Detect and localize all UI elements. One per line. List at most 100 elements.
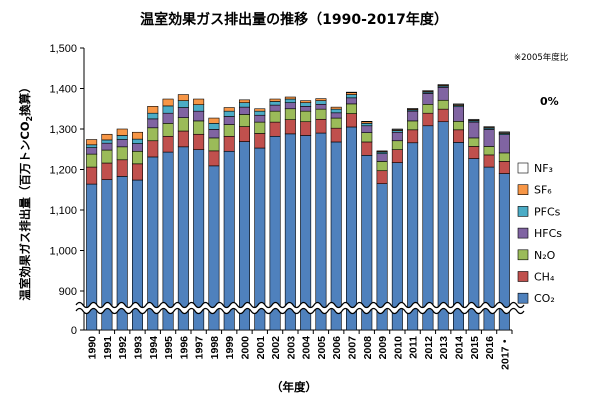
bar-segment-CH₄ (330, 127, 342, 143)
bar-segment-N₂O (498, 152, 510, 162)
svg-text:温室効果ガス排出量（百万トンCO2換算）: 温室効果ガス排出量（百万トンCO2換算） (18, 81, 34, 300)
bar-segment-PFCs (361, 123, 373, 127)
bar-segment-N₂O (422, 103, 434, 114)
change-percent: 0% (540, 95, 559, 108)
bar-segment-HFCs (483, 129, 495, 147)
legend-swatch (517, 206, 529, 217)
x-axis-title: （年度） (271, 380, 317, 394)
bar-segment-CO₂ (330, 141, 342, 331)
chart-title: 温室効果ガス排出量の推移（1990-2017年度） (140, 11, 448, 28)
bar-segment-PFCs (116, 135, 128, 140)
bar-segment-CH₄ (361, 141, 373, 156)
bar-segment-CO₂ (346, 126, 357, 331)
bar-segment-CH₄ (239, 126, 250, 142)
bar-segment-N₂O (437, 99, 449, 110)
baseline-note: ※2005年度比 (514, 52, 568, 63)
legend-swatch (517, 249, 529, 261)
bar-segment-N₂O (193, 120, 205, 135)
x-tick-label: 2012 (423, 336, 435, 360)
bar-segment-N₂O (254, 121, 266, 134)
legend-label: CH₄ (534, 271, 555, 284)
x-tick-label: 1994 (148, 336, 160, 360)
axis-break-line (75, 301, 525, 309)
bar-segment-SF₆ (101, 133, 113, 141)
bar-segment-N₂O (147, 127, 159, 142)
x-tick-label: 1995 (163, 336, 175, 360)
bar-segment-PFCs (101, 139, 113, 144)
bar-segment-CH₄ (391, 149, 403, 163)
bar-segment-HFCs (132, 143, 143, 152)
bar-segment-NF₃ (498, 131, 510, 133)
bar-segment-CH₄ (422, 112, 434, 127)
x-tick-label: 2007 (347, 336, 359, 360)
y-axis-title-main: 温室効果ガス排出量（百万トンCO (18, 121, 32, 300)
bar-segment-N₂O (483, 146, 495, 156)
bar-segment-CH₄ (177, 130, 189, 148)
bar-segment-CH₄ (162, 135, 174, 153)
y-tick-label: 900 (59, 286, 77, 298)
bar-segment-CH₄ (116, 159, 128, 177)
bar-segment-NF₃ (468, 118, 480, 121)
bar-segment-N₂O (361, 132, 373, 143)
bar-segment-HFCs (300, 106, 312, 112)
bar-segment-N₂O (346, 103, 357, 114)
bar-segment-PFCs (284, 98, 296, 103)
bar-segment-SF₆ (177, 94, 189, 101)
x-tick-label: 2006 (331, 336, 343, 360)
bar-segment-N₂O (239, 114, 250, 127)
bar-segment-N₂O (101, 149, 113, 164)
bar-segment-CO₂ (453, 142, 464, 331)
x-tick-label: 1996 (178, 336, 190, 360)
bar-segment-NF₃ (361, 121, 373, 123)
y-axis-title-tail: 換算） (18, 81, 32, 116)
x-tick-label: 2000 (240, 336, 252, 360)
bar-segment-HFCs (162, 112, 174, 124)
bar-segment-CO₂ (269, 135, 281, 331)
bar-segment-PFCs (193, 104, 205, 112)
bar-segment-HFCs (223, 116, 235, 125)
x-tick-label: 1991 (102, 336, 114, 360)
bar-segment-HFCs (361, 125, 373, 133)
bar-segment-HFCs (498, 134, 510, 154)
x-tick-label: 2009 (377, 336, 389, 360)
bar-segment-HFCs (101, 142, 113, 151)
x-tick-label: 2003 (285, 336, 297, 360)
bar-segment-SF₆ (239, 99, 250, 103)
bar-segment-NF₃ (376, 150, 388, 152)
legend-swatch (517, 162, 529, 174)
bar-segment-CH₄ (483, 154, 495, 168)
bar-segment-SF₆ (208, 117, 220, 124)
bar-segment-N₂O (330, 117, 342, 129)
legend-label: CO₂ (534, 292, 555, 305)
bar-segment-NF₃ (422, 90, 434, 92)
bar-segment-CH₄ (86, 166, 98, 185)
x-tick-label: 2011 (408, 336, 420, 359)
bar-segment-PFCs (132, 138, 143, 144)
bar-segment-N₂O (269, 110, 281, 123)
bar-segment-N₂O (177, 117, 189, 132)
y-tick-label: 1,000 (49, 246, 77, 258)
bar-segment-CO₂ (284, 133, 296, 331)
bar-segment-SF₆ (132, 131, 143, 140)
bar-segment-HFCs (422, 93, 434, 105)
bar-segment-NF₃ (437, 84, 449, 86)
bar-segment-N₂O (208, 137, 220, 152)
bar-segment-HFCs (376, 153, 388, 162)
bar-segment-N₂O (116, 146, 128, 161)
x-tick-label: 2002 (270, 336, 282, 360)
bar-segment-HFCs (453, 106, 464, 122)
bar-segment-CO₂ (437, 121, 449, 331)
bar-segment-PFCs (315, 100, 327, 105)
bar-segment-PFCs (300, 102, 312, 107)
bar-segment-HFCs (86, 147, 98, 155)
bar-segment-SF₆ (254, 108, 266, 112)
bar-segment-CH₄ (376, 170, 388, 184)
bar-segment-PFCs (208, 123, 220, 130)
bar-segment-N₂O (223, 124, 235, 137)
bar-segment-CH₄ (346, 113, 357, 128)
bar-segment-PFCs (86, 144, 98, 148)
bar-segment-SF₆ (300, 100, 312, 103)
bar-segment-CH₄ (269, 121, 281, 137)
